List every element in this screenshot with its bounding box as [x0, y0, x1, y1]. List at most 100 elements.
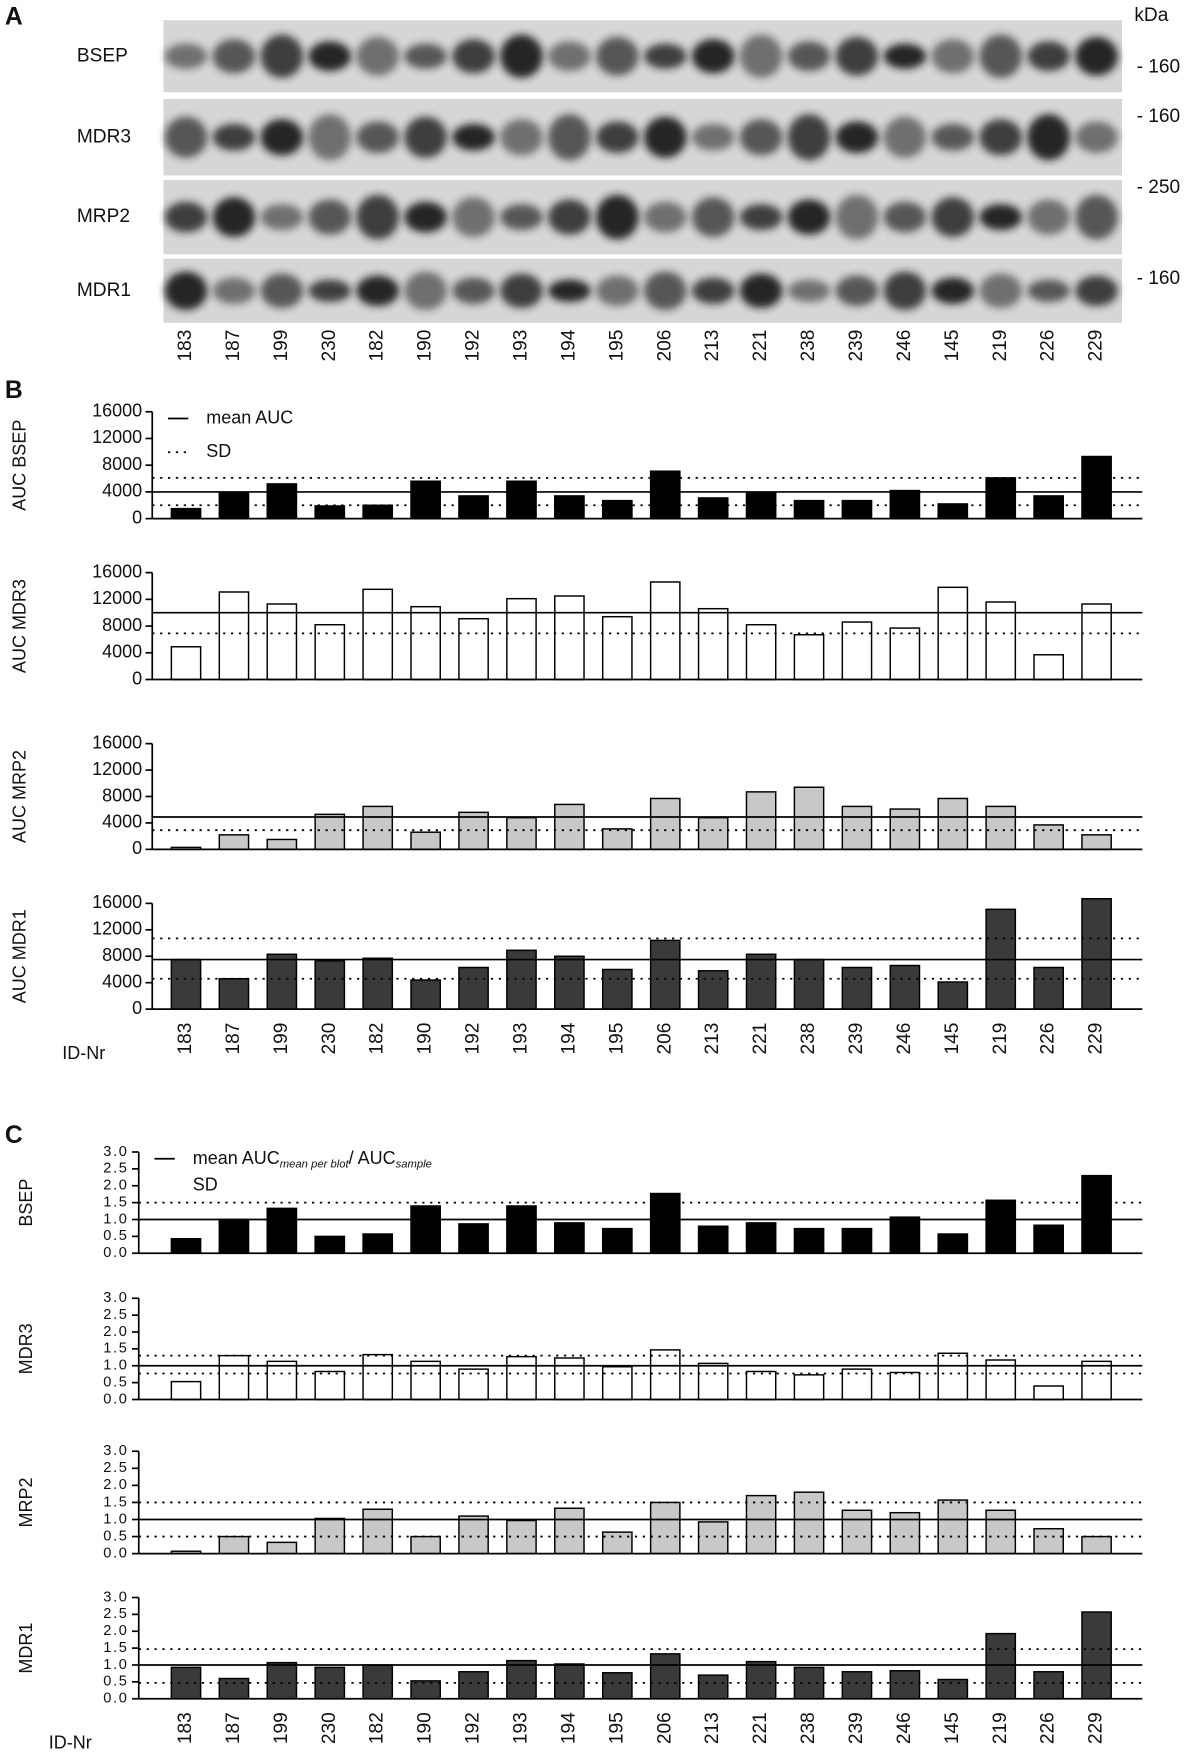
- blot-strip: [163, 180, 1122, 255]
- bar: [458, 1223, 489, 1254]
- bar: [1081, 603, 1112, 681]
- y-axis-label: AUC MDR3: [9, 579, 29, 673]
- bar: [889, 1670, 921, 1700]
- panel-label: C: [5, 1122, 23, 1149]
- blot-band: [595, 121, 639, 154]
- bar: [937, 1499, 969, 1555]
- blot-band: [356, 275, 400, 307]
- bar: [218, 1354, 250, 1401]
- x-tick-label: 182: [367, 1023, 388, 1055]
- bar: [745, 1494, 777, 1555]
- bar: [745, 953, 777, 1010]
- blot-strip: [163, 99, 1122, 176]
- y-tick-label: 1.5: [103, 1640, 128, 1656]
- bar: [745, 791, 777, 851]
- bar: [458, 495, 489, 520]
- blot-band: [979, 34, 1023, 78]
- y-tick-label: 0: [132, 838, 142, 858]
- bar: [889, 1216, 921, 1254]
- x-tick-label: 213: [702, 1023, 723, 1055]
- x-tick-label: 192: [463, 1023, 484, 1055]
- bar: [985, 1199, 1017, 1254]
- bar: [554, 495, 585, 520]
- bar: [362, 588, 394, 681]
- lane-label: 238: [798, 330, 819, 362]
- bar: [697, 1362, 729, 1401]
- y-axis-label: AUC BSEP: [9, 420, 29, 511]
- bar: [937, 797, 969, 851]
- blot-band: [883, 201, 927, 233]
- y-tick-label: 0.0: [103, 1691, 128, 1707]
- y-tick-label: 8000: [102, 454, 142, 474]
- blot-band: [595, 36, 639, 76]
- blot-band: [1075, 36, 1118, 76]
- blot-band: [356, 194, 400, 240]
- bar: [266, 603, 298, 681]
- blot-strip: [163, 20, 1122, 93]
- panel-label: B: [5, 377, 23, 404]
- legend-mean-text: mean AUCmean per blot/ AUCsample: [193, 1148, 432, 1171]
- y-tick-label: 0.0: [103, 1245, 128, 1261]
- legend-text-part: mean per blot: [280, 1158, 350, 1170]
- lane-label: 192: [463, 330, 484, 362]
- y-tick-label: 8000: [102, 785, 142, 805]
- lane-label: 195: [606, 330, 627, 362]
- blot-band: [931, 123, 975, 151]
- blot-band: [164, 116, 208, 158]
- bar: [458, 1515, 489, 1555]
- blot-band: [1027, 199, 1071, 235]
- blot-band: [500, 119, 543, 156]
- blot-band: [835, 121, 879, 154]
- blot-band: [883, 116, 927, 158]
- bar: [889, 964, 921, 1010]
- bar: [362, 957, 394, 1010]
- x-tick-label: 219: [990, 1023, 1011, 1055]
- bar: [1081, 898, 1112, 1010]
- blot-band: [595, 194, 639, 240]
- bar: [266, 1541, 298, 1555]
- x-tick-label: 194: [558, 1022, 579, 1054]
- bar: [649, 1501, 681, 1555]
- bar: [314, 623, 346, 681]
- bar: [410, 979, 441, 1010]
- x-tick-label: 221: [750, 1023, 771, 1055]
- bar: [458, 617, 489, 681]
- blot-marker: - 250: [1137, 177, 1181, 198]
- blot-band: [739, 34, 783, 78]
- x-tick-label: 206: [654, 1023, 675, 1055]
- blot-band: [1075, 275, 1118, 307]
- bar: [266, 1360, 298, 1401]
- bar: [1033, 824, 1065, 851]
- bar: [889, 808, 921, 851]
- y-axis-label: MDR1: [16, 1623, 36, 1674]
- bar: [841, 805, 873, 851]
- bar: [1033, 1224, 1065, 1254]
- bar: [170, 507, 202, 520]
- lane-label: 183: [175, 330, 196, 362]
- y-tick-label: 3.0: [103, 1443, 128, 1459]
- x-tick-label: 238: [798, 1023, 819, 1055]
- bar: [218, 1677, 250, 1700]
- blot-band: [883, 271, 927, 311]
- y-tick-label: 16000: [92, 892, 142, 912]
- x-tick-label: 192: [463, 1712, 484, 1744]
- y-tick-label: 0.5: [103, 1374, 128, 1390]
- panel-label: A: [5, 4, 23, 31]
- bar: [314, 1235, 346, 1254]
- blot-band: [212, 123, 256, 151]
- y-tick-label: 16000: [92, 401, 142, 421]
- x-tick-label: 183: [175, 1712, 196, 1744]
- bar: [793, 958, 825, 1010]
- blot-band: [787, 199, 831, 235]
- y-tick-label: 0.5: [103, 1228, 128, 1244]
- blot-band: [835, 275, 879, 307]
- blot-band: [212, 277, 256, 305]
- bar: [793, 1374, 825, 1401]
- blot-band: [1027, 41, 1071, 72]
- blot-band: [404, 43, 447, 69]
- bar: [314, 505, 346, 520]
- blot-band: [931, 277, 975, 305]
- bar: [554, 1222, 585, 1254]
- bar: [937, 586, 969, 681]
